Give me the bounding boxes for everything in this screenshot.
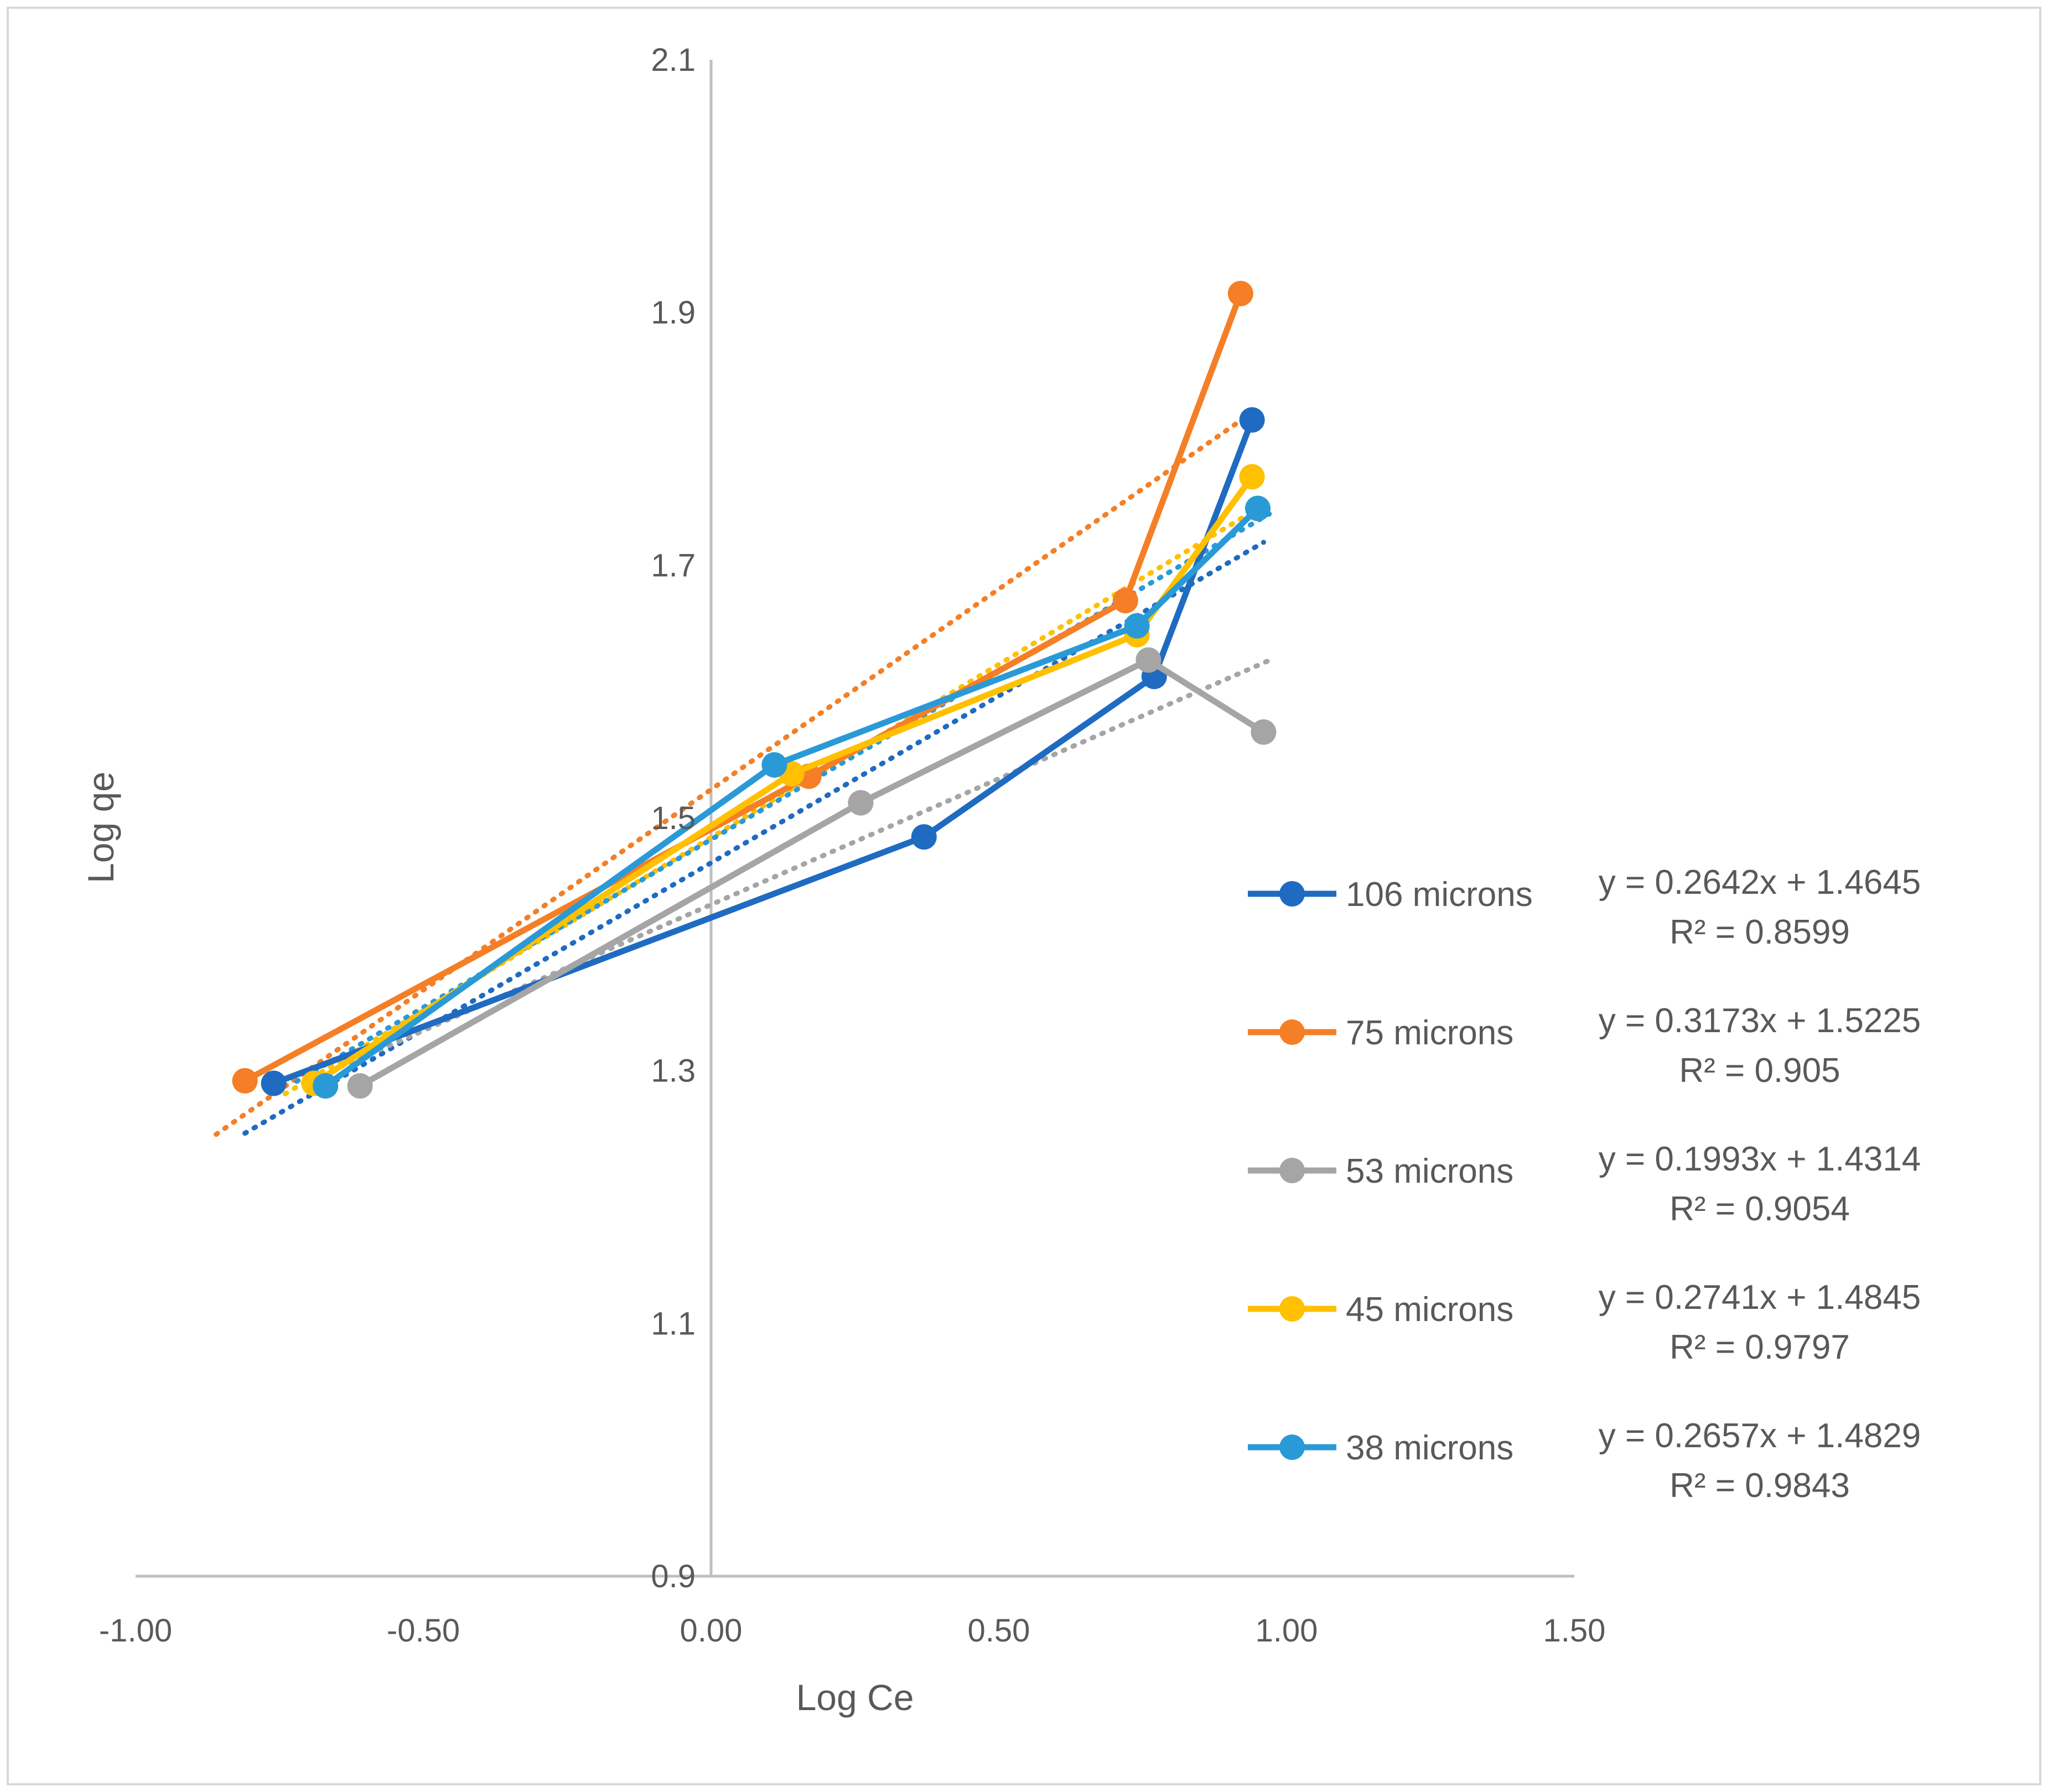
x-tick-label: 1.00 bbox=[1256, 1613, 1318, 1649]
series-line bbox=[310, 474, 1256, 1086]
data-point bbox=[313, 1073, 339, 1099]
x-tick-label: 1.50 bbox=[1543, 1613, 1606, 1649]
series bbox=[232, 281, 1277, 1099]
legend-marker bbox=[1279, 1019, 1305, 1045]
y-tick-label: 1.7 bbox=[651, 547, 696, 583]
legend-marker bbox=[1279, 1158, 1305, 1183]
y-tick-label: 1.9 bbox=[651, 295, 696, 331]
series-line bbox=[322, 505, 1261, 1089]
x-tick-label: -0.50 bbox=[387, 1613, 460, 1649]
data-point bbox=[1136, 647, 1162, 673]
data-point bbox=[1124, 613, 1150, 639]
data-point bbox=[848, 790, 874, 816]
trendline-equation: y = 0.2657x + 1.4829 bbox=[1599, 1417, 1921, 1455]
legend-label: 75 microns bbox=[1346, 1014, 1513, 1052]
trendline-equation: y = 0.1993x + 1.4314 bbox=[1599, 1140, 1921, 1178]
legend-marker bbox=[1279, 1434, 1305, 1460]
data-point bbox=[1251, 719, 1277, 745]
legend-label: 53 microns bbox=[1346, 1152, 1513, 1190]
trendline-r-squared: R² = 0.905 bbox=[1679, 1052, 1840, 1090]
y-tick-label: 1.3 bbox=[651, 1053, 696, 1089]
legend: 106 microns y = 0.2642x + 1.4645 R² = 0.85… bbox=[1248, 863, 1921, 1505]
series-line bbox=[357, 657, 1267, 1089]
data-point bbox=[1227, 281, 1253, 307]
trendline-r-squared: R² = 0.8599 bbox=[1669, 913, 1850, 951]
x-tick-label: 0.00 bbox=[680, 1613, 743, 1649]
data-point bbox=[1245, 495, 1271, 521]
tick-labels: -1.00 -0.50 0.00 0.50 1.00 1.50 0.9 1.1 1.3 1.5 1.… bbox=[99, 42, 1606, 1649]
legend-marker bbox=[1279, 1296, 1305, 1322]
legend-marker bbox=[1279, 881, 1305, 907]
data-point bbox=[761, 752, 787, 778]
trendline bbox=[214, 410, 1255, 1137]
y-tick-label: 1.1 bbox=[651, 1306, 696, 1342]
data-point bbox=[1112, 588, 1138, 614]
chart-border bbox=[7, 7, 2041, 1785]
data-point bbox=[232, 1068, 258, 1094]
y-tick-label: 2.1 bbox=[651, 42, 696, 78]
data-point bbox=[347, 1073, 373, 1099]
legend-label: 106 microns bbox=[1346, 876, 1533, 914]
trendline-r-squared: R² = 0.9843 bbox=[1669, 1467, 1850, 1505]
data-point bbox=[1239, 407, 1265, 433]
trendline-equation: y = 0.2642x + 1.4645 bbox=[1599, 863, 1921, 902]
y-tick-label: 0.9 bbox=[651, 1558, 696, 1594]
data-point bbox=[261, 1070, 287, 1096]
trendline-equation: y = 0.2741x + 1.4845 bbox=[1599, 1278, 1921, 1317]
y-axis-title: Log qe bbox=[80, 771, 121, 883]
x-tick-label: 0.50 bbox=[968, 1613, 1030, 1649]
y-tick-label: 1.5 bbox=[651, 800, 696, 836]
trendline-r-squared: R² = 0.9797 bbox=[1669, 1328, 1850, 1366]
trendline-equation: y = 0.3173x + 1.5225 bbox=[1599, 1002, 1921, 1040]
x-tick-label: -1.00 bbox=[99, 1613, 172, 1649]
legend-label: 45 microns bbox=[1346, 1291, 1513, 1329]
legend-label: 38 microns bbox=[1346, 1429, 1513, 1467]
x-axis-title: Log Ce bbox=[796, 1677, 914, 1718]
data-point bbox=[1239, 464, 1265, 490]
data-point bbox=[911, 824, 937, 850]
axes bbox=[136, 60, 1574, 1578]
trendline-r-squared: R² = 0.9054 bbox=[1669, 1190, 1850, 1228]
